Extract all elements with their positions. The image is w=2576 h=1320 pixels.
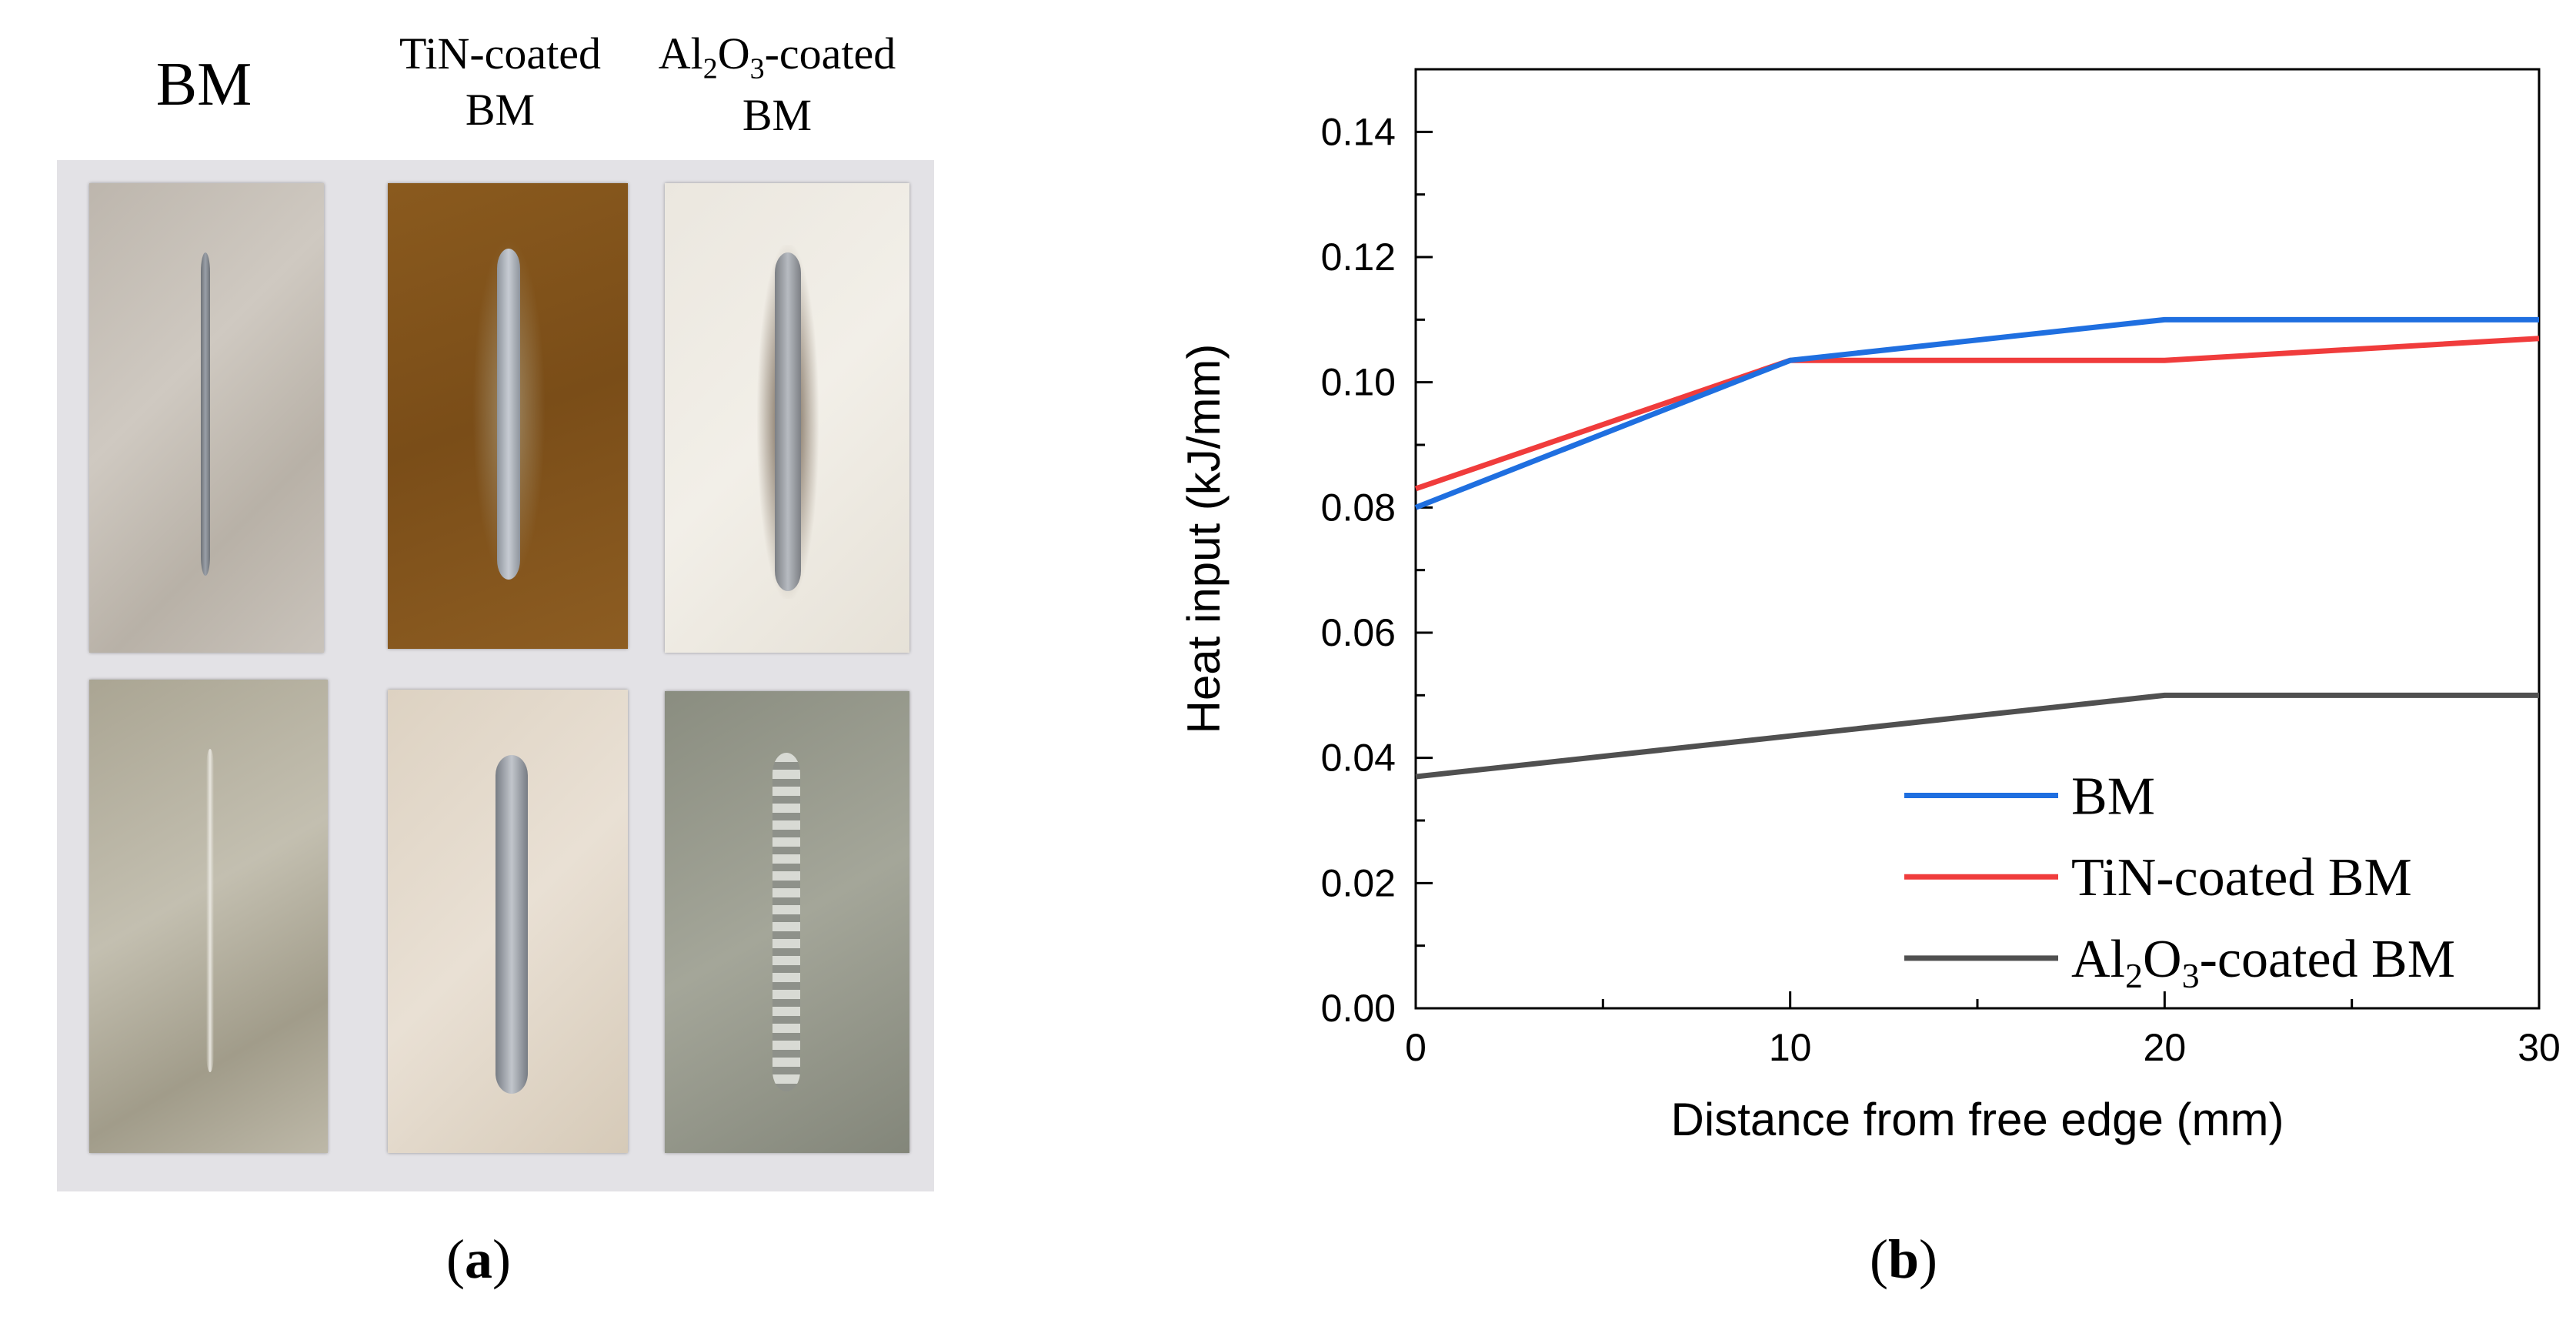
- axis-ticks: 0 10 20 30 0.00 0.02 0.04 0.06 0.08 0.10 0.12 0.14: [1321, 110, 2561, 1069]
- weld-bead: [775, 252, 801, 591]
- weld-line: [201, 252, 210, 576]
- x-tick-label: 30: [2518, 1026, 2561, 1069]
- specimen-photo: [57, 160, 934, 1191]
- legend-label-al2o3-coated-bm: Al2O3-coated BM: [2071, 930, 2455, 995]
- y-tick-label: 0.08: [1321, 486, 1396, 529]
- weld-line: [206, 749, 214, 1072]
- legend-label-tin-coated-bm: TiN-coated BM: [2071, 848, 2412, 907]
- specimen-al2o3-coated-top: [665, 183, 909, 653]
- series-line-bm: [1414, 316, 2539, 510]
- specimen-tin-coated-bottom: [388, 690, 628, 1153]
- column-label-tin-line1: TiN-coated: [399, 28, 602, 79]
- column-label-al2o3-coated-bm: Al2O3-coated BM: [631, 26, 923, 144]
- y-tick-label: 0.06: [1321, 611, 1396, 654]
- legend-label-bm: BM: [2071, 767, 2155, 826]
- panel-b-caption: (b): [1870, 1228, 1938, 1290]
- x-axis-title: Distance from free edge (mm): [1671, 1094, 2284, 1145]
- specimen-bm-bottom: [89, 680, 328, 1153]
- heat-input-chart: 0 10 20 300.000.020.040.060.080.100.120.14 …: [1178, 68, 2561, 1145]
- x-tick-label: 0: [1405, 1026, 1426, 1069]
- series-line-al2o3-coated-bm: [1415, 692, 2539, 780]
- y-tick-label: 0.02: [1321, 861, 1396, 904]
- legend: BM TiN-coated BM Al2O3-coated BM: [1904, 767, 2455, 995]
- weld-bead: [772, 753, 800, 1091]
- column-label-al-line2: BM: [742, 90, 813, 141]
- column-label-al-line1: Al2O3-coated: [658, 28, 896, 85]
- y-tick-label: 0.10: [1321, 361, 1396, 404]
- panel-a-caption: (a): [446, 1228, 511, 1290]
- x-tick-label: 10: [1769, 1026, 1812, 1069]
- column-label-bm: BM: [155, 51, 252, 119]
- specimen-al2o3-coated-bottom: [665, 691, 909, 1153]
- column-label-tin-coated-bm: TiN-coated BM: [362, 26, 639, 138]
- weld-bead: [497, 249, 520, 580]
- x-tick-label: 20: [2144, 1026, 2187, 1069]
- y-tick-label: 0.00: [1321, 987, 1396, 1030]
- specimen-tin-coated-top: [388, 183, 628, 649]
- y-tick-label: 0.12: [1321, 236, 1396, 279]
- y-axis-title: Heat input (kJ/mm): [1178, 344, 1230, 734]
- column-label-tin-line2: BM: [465, 84, 536, 135]
- y-tick-label: 0.14: [1321, 110, 1396, 153]
- weld-bead: [496, 755, 528, 1094]
- specimen-bm-top: [89, 183, 324, 653]
- y-tick-label: 0.04: [1321, 737, 1396, 780]
- series-line-tin-coated-bm: [1414, 336, 2540, 492]
- data-series: [1414, 316, 2540, 780]
